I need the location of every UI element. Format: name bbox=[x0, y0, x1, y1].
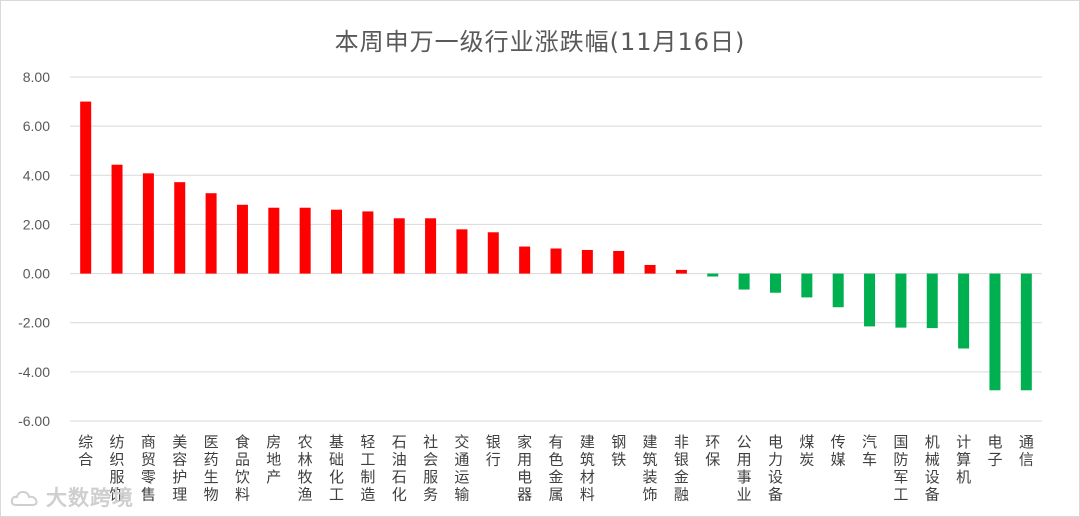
category-label: 公用事业 bbox=[737, 433, 752, 504]
category-label: 商贸零售 bbox=[141, 433, 156, 504]
category-label: 医药生物 bbox=[204, 433, 219, 504]
category-label: 石油石化 bbox=[392, 433, 407, 504]
bars bbox=[80, 101, 1032, 391]
category-label: 非银金融 bbox=[674, 433, 689, 504]
bar bbox=[550, 248, 562, 274]
category-label: 食品饮料 bbox=[235, 433, 250, 504]
category-label: 煤炭 bbox=[799, 433, 814, 469]
bar bbox=[519, 246, 531, 274]
bar bbox=[613, 250, 625, 274]
bar bbox=[487, 232, 499, 274]
bar bbox=[362, 211, 374, 274]
y-tick-label: -6.00 bbox=[18, 413, 50, 429]
category-label: 电力设备 bbox=[768, 433, 783, 504]
category-label: 建筑装饰 bbox=[643, 433, 658, 504]
category-label: 美容护理 bbox=[172, 433, 187, 504]
category-label: 汽车 bbox=[862, 433, 877, 469]
bar bbox=[675, 269, 687, 274]
category-label: 纺织服饰 bbox=[110, 433, 125, 504]
category-label: 基础化工 bbox=[329, 433, 344, 504]
y-tick-label: 2.00 bbox=[23, 216, 50, 232]
bar bbox=[958, 273, 970, 349]
category-label: 传媒 bbox=[831, 433, 846, 469]
bar bbox=[769, 273, 781, 293]
bar bbox=[268, 207, 280, 274]
bar bbox=[80, 101, 92, 274]
y-tick-label: 4.00 bbox=[23, 167, 50, 183]
bar bbox=[895, 273, 907, 328]
category-label: 房地产 bbox=[266, 433, 281, 486]
category-label: 银行 bbox=[486, 433, 501, 469]
bar bbox=[1020, 273, 1032, 391]
bar bbox=[832, 273, 844, 308]
y-tick-label: 6.00 bbox=[23, 118, 50, 134]
category-label: 计算机 bbox=[956, 433, 971, 486]
category-label: 通信 bbox=[1019, 433, 1034, 469]
category-label: 农林牧渔 bbox=[298, 433, 313, 504]
category-label: 有色金属 bbox=[548, 433, 563, 504]
bar bbox=[644, 264, 656, 274]
bar bbox=[393, 218, 405, 274]
category-label: 建筑材料 bbox=[580, 433, 595, 504]
bar bbox=[738, 273, 750, 290]
y-tick-label: -4.00 bbox=[18, 364, 50, 380]
bar bbox=[801, 273, 813, 298]
bar bbox=[205, 193, 217, 274]
bar bbox=[456, 229, 468, 274]
cloud-logo-icon bbox=[10, 490, 38, 506]
bar bbox=[331, 209, 343, 274]
y-axis-ticks: 8.00 6.00 4.00 2.00 0.00 -2.00 -4.00 -6.00 bbox=[18, 69, 50, 429]
category-label: 电子 bbox=[987, 433, 1002, 469]
category-label: 轻工制造 bbox=[360, 433, 375, 504]
y-tick-label: 0.00 bbox=[23, 266, 50, 282]
chart-title: 本周申万一级行业涨跌幅(11月16日) bbox=[334, 28, 746, 56]
category-label: 机械设备 bbox=[925, 433, 940, 504]
y-tick-label: 8.00 bbox=[23, 69, 50, 85]
category-label: 综合 bbox=[78, 433, 93, 469]
category-label: 钢铁 bbox=[611, 433, 626, 469]
bar bbox=[174, 182, 186, 274]
bar bbox=[236, 204, 248, 274]
y-tick-label: -2.00 bbox=[18, 315, 50, 331]
category-labels: 综合 纺织服饰 商贸零售 美容护理 医药生物 食品饮料 房地产 农林牧渔 基础化工 轻工制造 石油石… bbox=[78, 433, 1034, 504]
watermark: 大数跨境 bbox=[10, 482, 134, 512]
category-label: 国防军工 bbox=[893, 433, 908, 504]
bar bbox=[864, 273, 876, 327]
bar bbox=[707, 273, 719, 277]
category-label: 社会服务 bbox=[423, 433, 438, 504]
bar bbox=[425, 218, 437, 274]
category-label: 交通运输 bbox=[454, 433, 469, 504]
bar bbox=[299, 207, 311, 274]
watermark-text: 大数跨境 bbox=[46, 486, 134, 510]
bar bbox=[926, 273, 938, 329]
bar bbox=[142, 173, 154, 274]
bar bbox=[111, 164, 123, 274]
bar bbox=[581, 249, 593, 274]
bar bbox=[989, 273, 1001, 391]
category-label: 环保 bbox=[705, 433, 720, 469]
category-label: 家用电器 bbox=[517, 433, 532, 504]
